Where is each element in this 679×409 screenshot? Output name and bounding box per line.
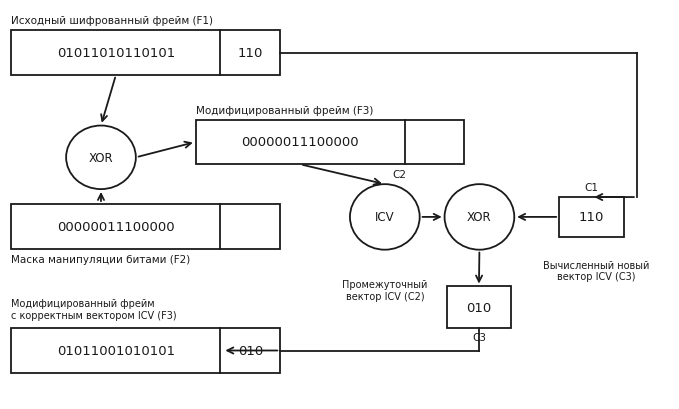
Bar	[196, 120, 464, 165]
Text: 00000011100000: 00000011100000	[57, 220, 175, 233]
Text: 010: 010	[238, 344, 263, 357]
Text: 110: 110	[579, 211, 604, 224]
Text: 010: 010	[466, 301, 492, 314]
Bar	[559, 198, 624, 237]
Text: 01011010110101: 01011010110101	[57, 47, 175, 60]
Text: Модифицированный фрейм
с корректным вектором ICV (F3): Модифицированный фрейм с корректным вект…	[12, 299, 177, 320]
Text: C1: C1	[585, 183, 598, 193]
Text: Модифицированный фрейм (F3): Модифицированный фрейм (F3)	[196, 106, 373, 115]
Text: C2: C2	[392, 170, 407, 180]
Text: ICV: ICV	[375, 211, 394, 224]
Ellipse shape	[445, 185, 514, 250]
Text: Вычисленный новый
вектор ICV (C3): Вычисленный новый вектор ICV (C3)	[543, 260, 650, 281]
Text: C3: C3	[472, 333, 486, 342]
Text: XOR: XOR	[467, 211, 492, 224]
Bar	[12, 204, 280, 249]
Text: Исходный шифрованный фрейм (F1): Исходный шифрованный фрейм (F1)	[12, 16, 213, 26]
Bar	[447, 287, 511, 328]
Bar	[12, 31, 280, 76]
Text: Промежуточный
вектор ICV (C2): Промежуточный вектор ICV (C2)	[342, 280, 428, 301]
Text: 110: 110	[238, 47, 263, 60]
Bar	[12, 328, 280, 373]
Ellipse shape	[350, 185, 420, 250]
Ellipse shape	[66, 126, 136, 190]
Text: 00000011100000: 00000011100000	[241, 136, 359, 149]
Text: Маска манипуляции битами (F2): Маска манипуляции битами (F2)	[12, 254, 191, 264]
Text: 01011001010101: 01011001010101	[57, 344, 175, 357]
Text: XOR: XOR	[89, 151, 113, 164]
